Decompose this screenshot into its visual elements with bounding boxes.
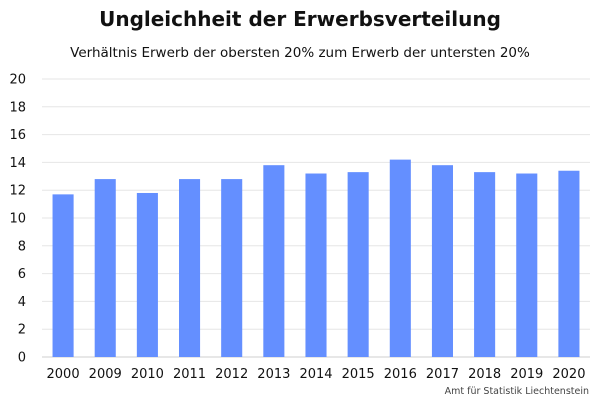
x-axis-ticks: 2000 2009 2010 2011 2012 2013 2014 2015 2016 2017… (47, 367, 586, 382)
x-tick-label-2012: 2012 (215, 367, 248, 382)
x-tick-label-2017: 2017 (426, 367, 459, 382)
bar-2014 (305, 173, 327, 357)
y-tick-label: 18 (9, 100, 26, 115)
source-note: Amt für Statistik Liechtenstein (445, 386, 589, 397)
bar-2017 (431, 165, 453, 357)
chart-title: Ungleichheit der Erwerbsverteilung (99, 7, 501, 31)
bars (52, 159, 580, 357)
chart-subtitle: Verhältnis Erwerb der obersten 20% zum E… (70, 45, 530, 61)
bar-2016 (389, 159, 411, 357)
x-tick-label-2016: 2016 (384, 367, 417, 382)
x-tick-label-2011: 2011 (173, 367, 206, 382)
x-tick-label-2013: 2013 (257, 367, 290, 382)
y-tick-label: 0 (18, 351, 26, 366)
bar-2019 (516, 173, 538, 357)
x-tick-label-2018: 2018 (468, 367, 501, 382)
y-tick-label: 4 (18, 295, 26, 310)
bar-2012 (221, 179, 243, 357)
bar-2013 (263, 165, 285, 357)
x-tick-label-2000: 2000 (47, 367, 80, 382)
y-axis-ticks: 0 2 4 6 8 10 12 14 16 18 20 (9, 73, 26, 366)
bar-2011 (179, 179, 201, 357)
x-tick-label-2010: 2010 (131, 367, 164, 382)
y-tick-label: 20 (9, 73, 26, 88)
x-tick-label-2015: 2015 (342, 367, 375, 382)
y-tick-label: 12 (9, 184, 26, 199)
y-tick-label: 8 (18, 239, 26, 254)
x-tick-label-2020: 2020 (552, 367, 585, 382)
y-tick-label: 14 (9, 156, 26, 171)
x-tick-label-2014: 2014 (299, 367, 332, 382)
y-tick-label: 16 (9, 128, 26, 143)
x-tick-label-2009: 2009 (89, 367, 122, 382)
x-tick-label-2019: 2019 (510, 367, 543, 382)
bar-2018 (474, 172, 496, 357)
bar-2000 (52, 194, 74, 357)
y-tick-label: 2 (18, 323, 26, 338)
bar-2015 (347, 172, 369, 357)
y-tick-label: 10 (9, 212, 26, 227)
bar-2020 (558, 170, 580, 357)
y-tick-label: 6 (18, 267, 26, 282)
bar-2009 (94, 179, 116, 357)
bar-2010 (136, 192, 158, 357)
